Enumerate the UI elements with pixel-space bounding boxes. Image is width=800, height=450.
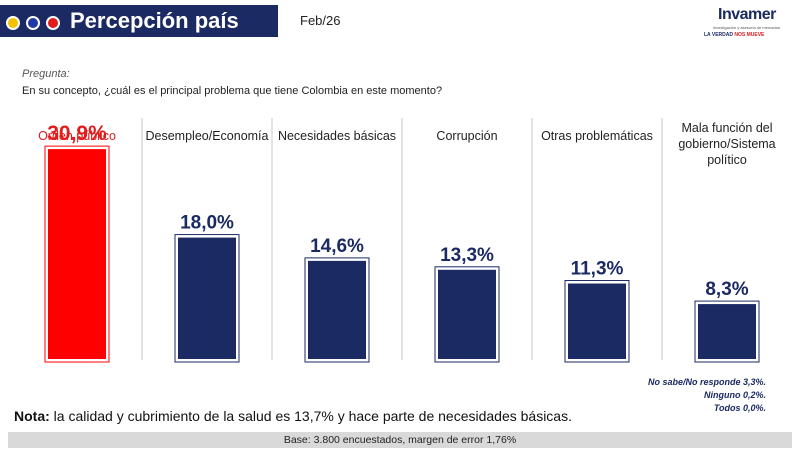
blue-dot-icon [26,16,40,30]
bar [566,281,628,361]
bar-value-label: 30,9% [47,122,107,145]
bar-outline [564,280,630,363]
bar-outline [44,145,110,363]
footnote-line: Ninguno 0,2%. [703,390,766,400]
base-bar: Base: 3.800 encuestados, margen de error… [8,432,792,448]
category-label: Desempleo/Economía [145,129,269,143]
header: Percepción país Feb/26 Invamer investiga… [0,0,800,52]
logo-tagline: LA VERDAD NOS MUEVE [704,32,764,38]
chart-svg: 30,9% 18,0% 14,6% 13,3% 11,3% 8,3% [44,118,760,363]
red-dot-icon [46,16,60,30]
category-label: Orden público [38,129,116,143]
bar [436,267,498,361]
bar-value-label: 13,3% [440,245,494,266]
yellow-dot-icon [6,16,20,30]
bar-outline [434,266,500,363]
note: Nota: la calidad y cubrimiento de la sal… [14,408,572,424]
category-label: Corrupción [436,129,498,143]
bar-outline [304,257,370,363]
logo-wordmark: Invamer [718,6,776,23]
bar-value-label: 11,3% [571,259,624,280]
category-label: Mala función del gobierno/Sistema políti… [678,121,776,167]
page-title: Percepción país [70,8,239,33]
category-label: Otras problemáticas [541,129,653,143]
note-text: la calidad y cubrimiento de la salud es … [49,408,572,424]
footnote-line: Todos 0,0%. [713,403,766,413]
bar [176,235,238,361]
bar [46,147,108,361]
date-label: Feb/26 [300,13,341,28]
bar [306,258,368,361]
category-label: Necesidades básicas [277,129,397,143]
base-text: Base: 3.800 encuestados, margen de error… [283,434,517,446]
invamer-logo: Invamer investigación y asesoría de merc… [700,6,794,46]
title-bar: Percepción país [0,5,278,37]
logo-tagline-dark: LA VERDAD [704,32,733,38]
footnote-line: No sabe/No responde 3,3%. [647,377,766,387]
question-text: En su concepto, ¿cuál es el principal pr… [22,85,443,97]
footnote: No sabe/No responde 3,3%. Ninguno 0,2%. … [620,376,766,415]
bar-value-label: 14,6% [310,236,364,257]
bar-outline [174,234,240,363]
bar-chart: 30,9% 18,0% 14,6% 13,3% 11,3% 8,3% Orden públ… [0,110,800,400]
logo-tagline-red: NOS MUEVE [734,32,765,38]
bar-outline [694,300,760,363]
logo-subtitle: investigación y asesoría de mercados [713,25,780,30]
note-label: Nota: [14,408,50,424]
question-label: Pregunta: [22,68,70,80]
bar-value-label: 8,3% [705,279,748,300]
bar [696,302,758,361]
bar-value-label: 18,0% [180,213,234,234]
